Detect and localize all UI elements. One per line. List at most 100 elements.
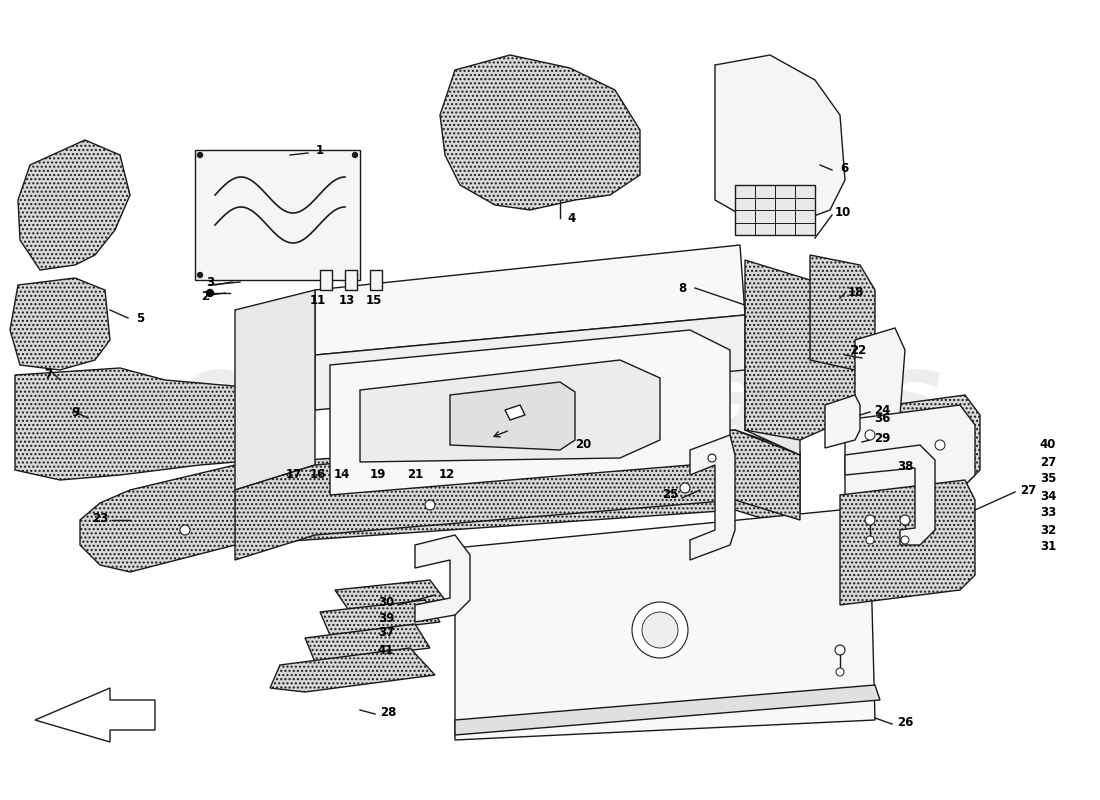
Polygon shape [80, 430, 800, 572]
Polygon shape [810, 255, 875, 370]
Circle shape [180, 525, 190, 535]
Text: 33: 33 [1040, 506, 1056, 519]
Polygon shape [315, 315, 800, 410]
Bar [735, 185, 815, 235]
Circle shape [680, 483, 690, 493]
Text: 5: 5 [136, 311, 144, 325]
Polygon shape [315, 245, 745, 355]
Circle shape [352, 273, 358, 278]
Circle shape [352, 153, 358, 158]
Polygon shape [370, 270, 382, 290]
Circle shape [836, 668, 844, 676]
Polygon shape [270, 648, 434, 692]
Text: 36: 36 [873, 411, 890, 425]
Circle shape [632, 602, 688, 658]
Text: 13: 13 [339, 294, 355, 306]
Text: 18: 18 [848, 286, 865, 298]
Polygon shape [455, 510, 874, 740]
Polygon shape [455, 685, 880, 735]
Text: 27: 27 [1040, 455, 1056, 469]
Text: 26: 26 [896, 715, 913, 729]
Text: 19: 19 [370, 469, 386, 482]
Text: 24: 24 [873, 403, 890, 417]
Polygon shape [10, 278, 110, 370]
Polygon shape [690, 435, 735, 560]
Text: 7: 7 [44, 369, 52, 382]
Text: 38: 38 [896, 459, 913, 473]
Polygon shape [450, 382, 575, 450]
Circle shape [835, 645, 845, 655]
Text: 32: 32 [1040, 523, 1056, 537]
Polygon shape [745, 260, 860, 440]
Polygon shape [235, 290, 315, 490]
Text: 17: 17 [286, 469, 302, 482]
Circle shape [425, 500, 435, 510]
Circle shape [207, 290, 213, 297]
Text: 16: 16 [310, 469, 327, 482]
Text: 20: 20 [575, 438, 591, 450]
Polygon shape [18, 140, 130, 270]
Polygon shape [855, 395, 980, 500]
Polygon shape [330, 330, 730, 495]
Text: 28: 28 [379, 706, 396, 718]
Polygon shape [440, 55, 640, 210]
Polygon shape [505, 405, 525, 420]
Polygon shape [825, 395, 860, 448]
Text: 41: 41 [377, 643, 394, 657]
Text: 10: 10 [835, 206, 851, 219]
Polygon shape [415, 535, 470, 622]
Polygon shape [845, 445, 935, 545]
Polygon shape [336, 580, 446, 612]
Circle shape [865, 515, 874, 525]
Text: 14: 14 [333, 469, 350, 482]
Text: 27: 27 [1020, 483, 1036, 497]
Text: 34: 34 [1040, 490, 1056, 502]
Circle shape [935, 440, 945, 450]
Text: 31: 31 [1040, 541, 1056, 554]
Text: 39: 39 [377, 611, 394, 625]
Polygon shape [235, 430, 800, 560]
Text: 37: 37 [378, 626, 394, 638]
Polygon shape [360, 360, 660, 462]
Text: 23: 23 [92, 511, 108, 525]
Polygon shape [345, 270, 358, 290]
Text: 40: 40 [1040, 438, 1056, 451]
Polygon shape [35, 688, 155, 742]
Text: 1: 1 [316, 143, 324, 157]
Circle shape [865, 430, 874, 440]
Text: 4: 4 [568, 211, 576, 225]
Text: 6: 6 [840, 162, 848, 174]
Text: a passion since 1985: a passion since 1985 [384, 454, 736, 486]
Text: 22: 22 [850, 343, 866, 357]
Polygon shape [195, 150, 360, 280]
Circle shape [642, 612, 678, 648]
Text: 15: 15 [366, 294, 382, 306]
Text: 12: 12 [439, 469, 455, 482]
Polygon shape [745, 315, 800, 455]
Circle shape [708, 454, 716, 462]
Polygon shape [305, 624, 430, 662]
Text: 25: 25 [662, 489, 679, 502]
Text: 9: 9 [70, 406, 79, 418]
Polygon shape [855, 328, 905, 430]
Polygon shape [840, 480, 975, 605]
Circle shape [901, 536, 909, 544]
Text: 35: 35 [1040, 473, 1056, 486]
Polygon shape [845, 405, 975, 505]
Text: 8: 8 [678, 282, 686, 294]
Circle shape [866, 536, 874, 544]
Text: 21: 21 [407, 469, 424, 482]
Polygon shape [320, 600, 440, 635]
Circle shape [900, 515, 910, 525]
Polygon shape [715, 55, 845, 225]
Text: 2: 2 [201, 290, 209, 303]
Circle shape [198, 273, 202, 278]
Text: 11: 11 [310, 294, 326, 306]
Text: europaparts: europaparts [176, 346, 944, 454]
Text: 29: 29 [873, 431, 890, 445]
Circle shape [198, 153, 202, 158]
Text: 30: 30 [378, 595, 394, 609]
Polygon shape [15, 368, 310, 480]
Polygon shape [320, 270, 332, 290]
Text: 3: 3 [206, 277, 214, 290]
